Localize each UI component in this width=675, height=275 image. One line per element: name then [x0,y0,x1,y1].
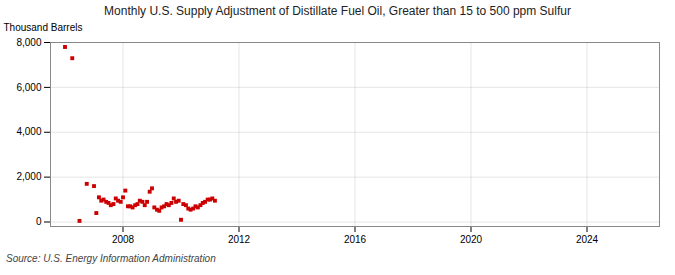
svg-text:2012: 2012 [228,234,251,245]
svg-text:4,000: 4,000 [16,126,41,137]
svg-text:2008: 2008 [112,234,135,245]
svg-text:6,000: 6,000 [16,82,41,93]
html-text:Monthly U.S. Supply Adjustment: Monthly U.S. Supply Adjustment of Distil… [104,4,571,18]
svg-text:8,000: 8,000 [16,37,41,48]
svg-text:0: 0 [36,216,42,227]
svg-text:2024: 2024 [576,234,599,245]
svg-text:Thousand Barrels: Thousand Barrels [4,22,83,33]
html-text:Source: U.S. Energy Informatio: Source: U.S. Energy Information Administ… [6,253,216,264]
svg-text:2016: 2016 [344,234,367,245]
svg-text:2020: 2020 [460,234,483,245]
svg-text:2,000: 2,000 [16,171,41,182]
